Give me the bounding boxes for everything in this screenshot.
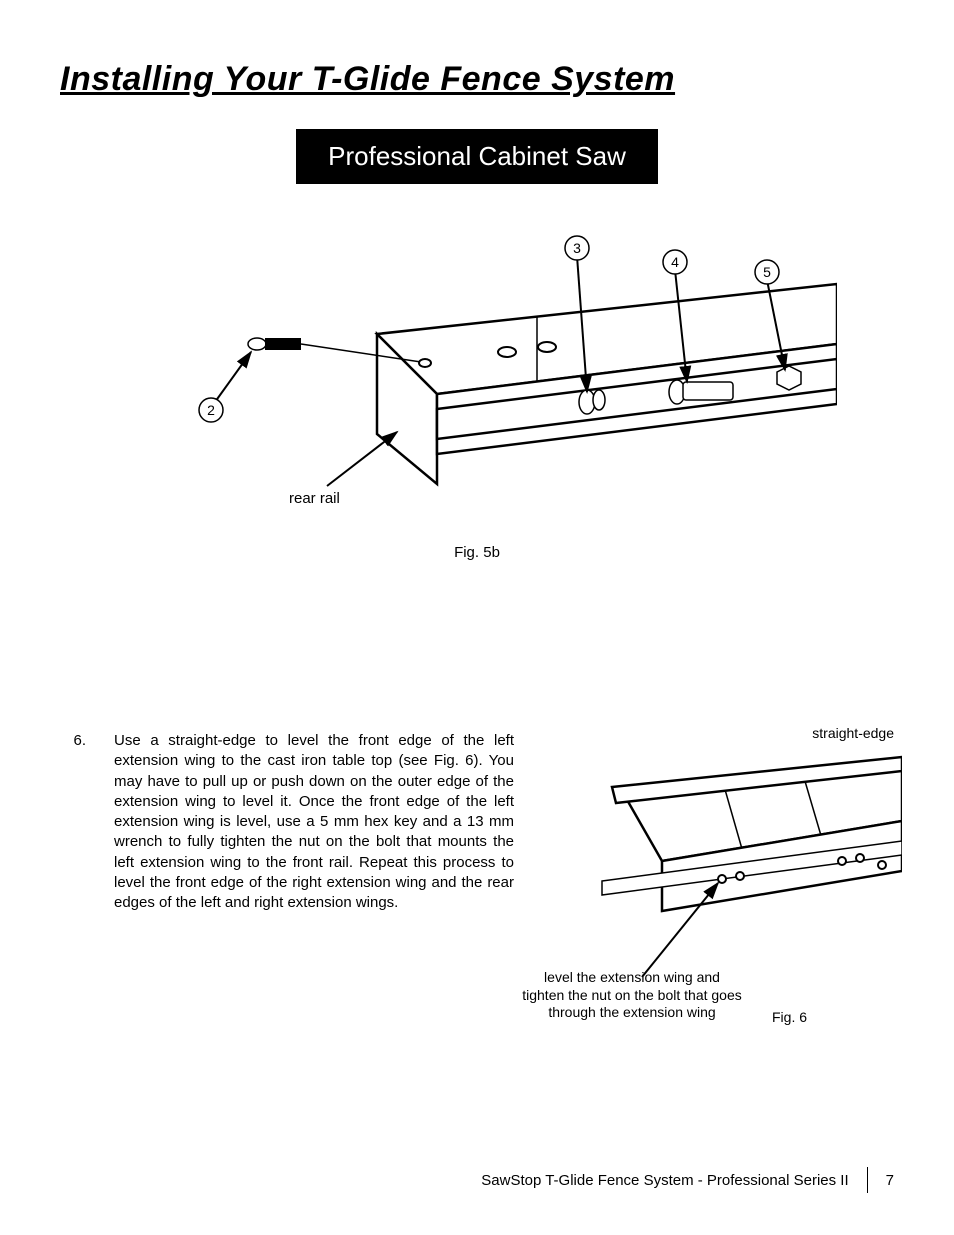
figure-5b-svg: 2 3 4 5 [117,224,837,524]
figure-5b: 2 3 4 5 rear [117,224,837,524]
manual-page: Installing Your T-Glide Fence System Pro… [0,0,954,1235]
figure-6-caption: Fig. 6 [772,1009,807,1027]
page-title: Installing Your T-Glide Fence System [60,60,894,99]
rear-rail-arrow [327,432,397,486]
svg-text:4: 4 [671,254,679,270]
section-subtitle: Professional Cabinet Saw [296,129,658,184]
figure-5b-caption: Fig. 5b [60,544,894,561]
svg-text:3: 3 [573,240,581,256]
step-number: 6. [60,731,86,749]
straight-edge-label: straight-edge [812,725,894,743]
rear-rail-label: rear rail [289,490,340,507]
level-extension-note: level the extension wing and tighten the… [522,969,742,1022]
callout-2: 2 [199,352,251,422]
bolt-4 [669,380,733,404]
footer-text: SawStop T-Glide Fence System - Professio… [481,1172,848,1189]
step-text: Use a straight-edge to level the front e… [114,731,514,913]
svg-text:5: 5 [763,264,771,280]
figure-6: straight-edge level the extension wing a… [542,731,894,1051]
footer-page-number: 7 [886,1172,894,1189]
page-footer: SawStop T-Glide Fence System - Professio… [481,1167,894,1193]
step-6-row: 6. Use a straight-edge to level the fron… [60,731,894,1051]
svg-text:2: 2 [207,402,215,418]
bolt-5 [777,366,801,390]
footer-separator [867,1167,868,1193]
